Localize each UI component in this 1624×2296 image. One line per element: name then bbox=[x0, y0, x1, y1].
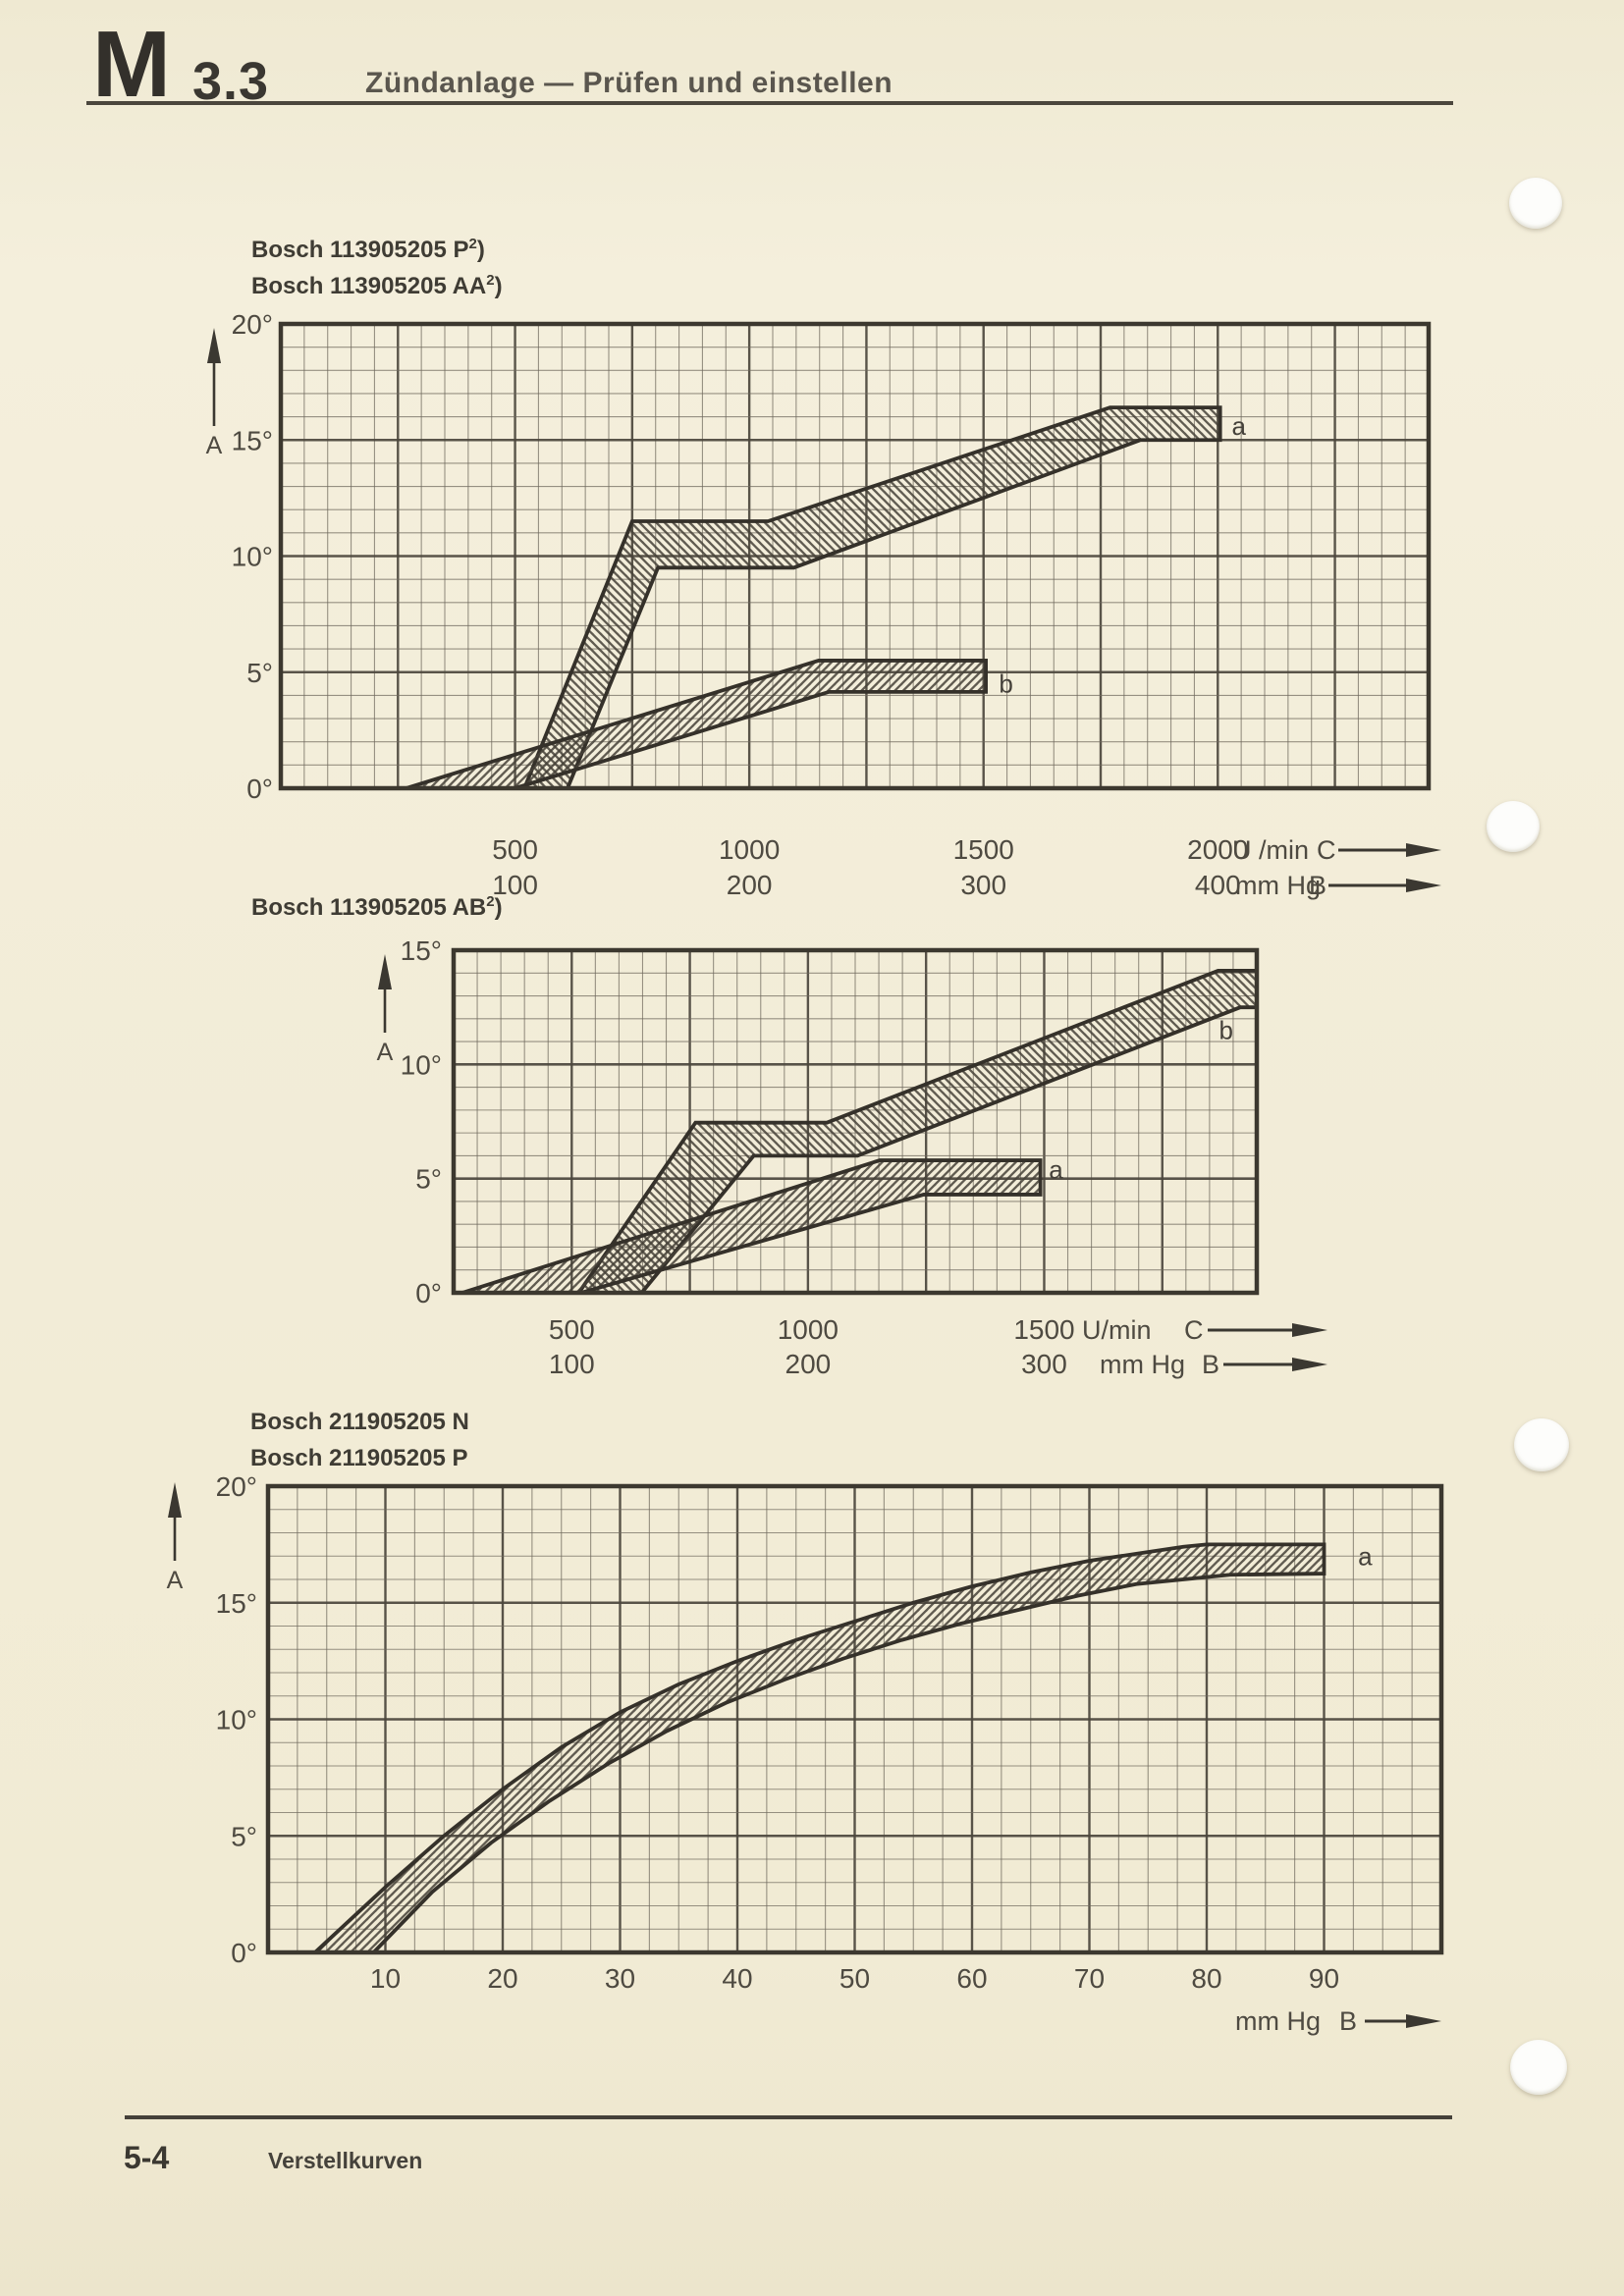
chart-3-x-tick-label: 30 bbox=[605, 1963, 635, 1994]
punch-hole bbox=[1487, 801, 1540, 852]
chart-2-x-tick-label: 1500 bbox=[1013, 1314, 1074, 1345]
chart-3-title: Bosch 211905205 N bbox=[250, 1409, 469, 1435]
chart-2-x-tick-label: 100 bbox=[549, 1349, 595, 1379]
chart-2-band-a-label: a bbox=[1049, 1154, 1063, 1184]
section-code-sub: 3.3 bbox=[192, 52, 270, 111]
chart-1: a b 0° 5° 10° 15° 20° A Bosch 113905205 P2) Bosch… bbox=[206, 236, 1441, 900]
chart-2-x-unit: mm Hg bbox=[1100, 1350, 1185, 1379]
chart-1-x-tick-label: 200 bbox=[727, 870, 773, 900]
chart-3-y-tick-label: 15° bbox=[216, 1588, 257, 1619]
chart-1-title: Bosch 113905205 P2) bbox=[251, 236, 485, 263]
chart-3-band-a-label: a bbox=[1358, 1541, 1373, 1571]
chart-2-x-axis-letter: C bbox=[1184, 1315, 1204, 1345]
punch-hole bbox=[1509, 178, 1562, 229]
header-rule bbox=[86, 101, 1453, 105]
chart-1-x-tick-label: 2000 bbox=[1187, 834, 1248, 865]
chart-1-grid bbox=[279, 322, 1430, 790]
chart-1-x-axis-letter: B bbox=[1309, 871, 1326, 900]
chart-3-y-tick-label: 0° bbox=[231, 1938, 257, 1968]
punch-hole bbox=[1514, 1418, 1569, 1471]
chart-1-band-b-label: b bbox=[999, 669, 1012, 699]
chart-3-y-tick-label: 20° bbox=[216, 1471, 257, 1502]
chart-3-y-axis-letter: A bbox=[167, 1567, 184, 1594]
chart-1-x-axis-arrow-head bbox=[1406, 843, 1441, 857]
page-header: M 3.3 Zündanlage — Prüfen und einstellen bbox=[0, 0, 1624, 118]
punch-hole bbox=[1510, 2040, 1567, 2095]
chart-1-band-a-region bbox=[522, 405, 1222, 788]
chart-1-y-tick-label: 0° bbox=[246, 774, 273, 804]
chart-3-x-axis-arrow-head bbox=[1406, 2014, 1441, 2028]
footer-rule bbox=[125, 2115, 1452, 2119]
chart-1-title: Bosch 113905205 AA2) bbox=[251, 272, 503, 299]
chart-3-x-tick-label: 80 bbox=[1191, 1963, 1221, 1994]
chart-1-y-tick-label: 15° bbox=[232, 425, 273, 455]
chart-1-bands bbox=[406, 405, 1222, 788]
chart-3-x-tick-label: 50 bbox=[839, 1963, 870, 1994]
footer-caption: Verstellkurven bbox=[268, 2148, 423, 2173]
chart-1-x-unit: U /min bbox=[1232, 835, 1309, 865]
chart-2-y-tick-label: 5° bbox=[415, 1164, 442, 1195]
chart-2: b a 0° 5° 10° 15° A Bosch 113905205 AB2) 500 1000… bbox=[251, 893, 1327, 1379]
chart-2-y-tick-label: 10° bbox=[401, 1049, 442, 1080]
chart-1-x-axis-letter: C bbox=[1317, 835, 1336, 865]
chart-3-band-a-region bbox=[312, 1542, 1326, 1952]
chart-2-bands bbox=[461, 969, 1257, 1293]
chart-3-y-axis-arrow-head bbox=[168, 1482, 182, 1518]
chart-1-x-tick-label: 300 bbox=[960, 870, 1006, 900]
chart-3-x-tick-label: 20 bbox=[487, 1963, 517, 1994]
chart-2-x-tick-label: 500 bbox=[549, 1314, 595, 1345]
chart-3-y-tick-label: 10° bbox=[216, 1705, 257, 1735]
chart-3-x-tick-label: 40 bbox=[722, 1963, 752, 1994]
chart-2-band-a-region bbox=[461, 1158, 1043, 1293]
chart-2-band-b-label: b bbox=[1218, 1015, 1232, 1044]
chart-3-bands bbox=[312, 1542, 1326, 1952]
chart-3-x-unit: mm Hg bbox=[1235, 2006, 1321, 2036]
chart-3-title: Bosch 211905205 P bbox=[250, 1445, 468, 1471]
chart-3: a 0° 5° 10° 15° 20° A Bosch 211905205 N Bosch 21… bbox=[167, 1409, 1444, 2036]
chart-1-band-a-label: a bbox=[1232, 411, 1247, 441]
chart-1-x-tick-label: 400 bbox=[1195, 870, 1241, 900]
chart-1-x-unit: mm Hg bbox=[1235, 871, 1321, 900]
chart-1-plot-border bbox=[278, 321, 1432, 791]
chart-2-band-b-region bbox=[576, 969, 1257, 1293]
chart-2-y-tick-label: 0° bbox=[415, 1278, 442, 1308]
chart-1-y-tick-label: 10° bbox=[232, 542, 273, 572]
chart-1-band-b-region bbox=[406, 659, 988, 788]
chart-3-x-tick-label: 90 bbox=[1309, 1963, 1339, 1994]
chart-1-x-tick-label: 500 bbox=[492, 834, 538, 865]
page-title: Zündanlage — Prüfen und einstellen bbox=[365, 67, 893, 99]
chart-1-x-tick-label: 100 bbox=[492, 870, 538, 900]
chart-2-x-tick-label: 200 bbox=[785, 1349, 832, 1379]
chart-2-x-axis-letter: B bbox=[1202, 1350, 1219, 1379]
chart-2-y-axis-letter: A bbox=[377, 1039, 394, 1066]
chart-1-x-axis-arrow-head bbox=[1406, 879, 1441, 892]
chart-2-x-tick-label: 1000 bbox=[778, 1314, 839, 1345]
chart-3-x-tick-label: 70 bbox=[1074, 1963, 1105, 1994]
chart-2-y-axis-arrow-head bbox=[378, 954, 392, 989]
chart-1-x-tick-label: 1000 bbox=[719, 834, 780, 865]
chart-1-y-axis-letter: A bbox=[206, 432, 223, 459]
chart-1-y-tick-label: 5° bbox=[246, 658, 273, 688]
chart-1-x-tick-label: 1500 bbox=[953, 834, 1014, 865]
chart-2-x-axis-arrow-head bbox=[1292, 1358, 1327, 1371]
chart-3-x-tick-label: 10 bbox=[370, 1963, 401, 1994]
chart-2-plot-border bbox=[451, 947, 1260, 1296]
chart-2-x-unit: U/min bbox=[1082, 1315, 1152, 1345]
chart-2-x-tick-label: 300 bbox=[1021, 1349, 1067, 1379]
chart-2-y-tick-label: 15° bbox=[401, 935, 442, 966]
chart-2-x-axis-arrow-head bbox=[1292, 1323, 1327, 1337]
chart-3-plot-border bbox=[265, 1483, 1444, 1955]
chart-1-y-axis-arrow-head bbox=[207, 328, 221, 363]
page-number: 5-4 bbox=[124, 2140, 170, 2175]
chart-2-title: Bosch 113905205 AB2) bbox=[251, 893, 503, 921]
chart-3-x-tick-label: 60 bbox=[956, 1963, 987, 1994]
section-code-main: M bbox=[92, 12, 171, 117]
chart-1-y-tick-label: 20° bbox=[232, 309, 273, 340]
chart-3-x-axis-letter: B bbox=[1339, 2006, 1357, 2036]
chart-3-y-tick-label: 5° bbox=[231, 1821, 257, 1851]
